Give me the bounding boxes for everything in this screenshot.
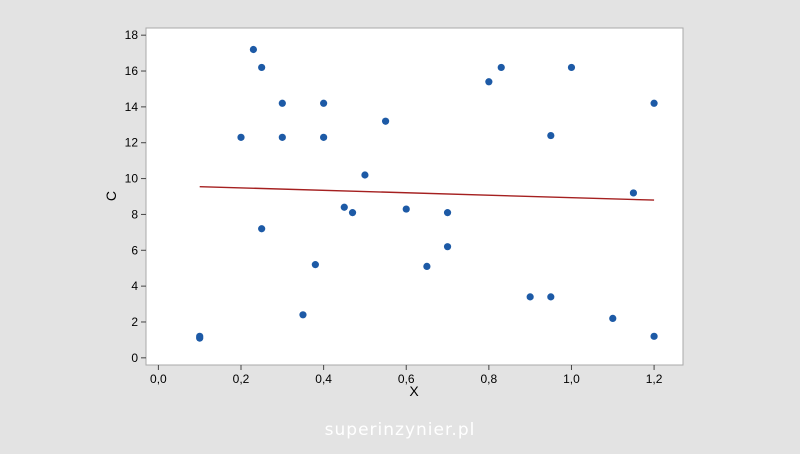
data-point bbox=[278, 133, 286, 141]
data-point bbox=[526, 293, 534, 301]
data-point bbox=[311, 261, 319, 269]
y-tick-label: 2 bbox=[131, 315, 138, 329]
data-point bbox=[650, 332, 658, 340]
y-axis-title: C bbox=[103, 191, 119, 201]
data-point bbox=[278, 99, 286, 107]
y-tick-label: 4 bbox=[131, 279, 138, 293]
data-point bbox=[567, 63, 576, 72]
x-tick-label: 0,0 bbox=[150, 372, 167, 386]
data-point bbox=[547, 131, 555, 140]
x-tick-label: 1,2 bbox=[646, 372, 663, 386]
y-tick-label: 0 bbox=[131, 351, 138, 365]
data-point bbox=[497, 63, 505, 72]
y-tick-label: 12 bbox=[125, 136, 139, 150]
data-point bbox=[443, 209, 452, 217]
data-point bbox=[381, 117, 390, 125]
y-tick-label: 8 bbox=[131, 207, 138, 221]
data-point bbox=[361, 171, 369, 179]
x-tick-label: 0,6 bbox=[398, 372, 415, 386]
data-point bbox=[249, 45, 257, 54]
data-point bbox=[340, 203, 348, 211]
data-point bbox=[609, 314, 617, 322]
data-points bbox=[196, 45, 658, 342]
data-point bbox=[258, 63, 266, 72]
y-tick-label: 6 bbox=[131, 243, 138, 257]
x-tick-label: 0,4 bbox=[315, 372, 332, 386]
data-point bbox=[402, 205, 410, 213]
regression-line-segment bbox=[199, 185, 655, 201]
plot-area bbox=[145, 27, 684, 366]
x-tick-label: 1,0 bbox=[563, 372, 580, 386]
y-tick-label: 10 bbox=[125, 172, 139, 186]
data-point bbox=[196, 332, 204, 340]
data-point bbox=[348, 209, 357, 217]
y-tick-label: 18 bbox=[125, 28, 139, 42]
data-point bbox=[629, 189, 638, 197]
data-point bbox=[650, 99, 658, 107]
y-tick-label: 14 bbox=[125, 100, 139, 114]
x-tick-label: 0,8 bbox=[481, 372, 498, 386]
data-point bbox=[258, 225, 266, 233]
x-tick-label: 0,2 bbox=[233, 372, 250, 386]
y-axis: 0 2 4 6 8 10 12 14 16 18 bbox=[125, 28, 146, 365]
data-point bbox=[423, 262, 431, 271]
data-point bbox=[485, 78, 493, 86]
data-point bbox=[320, 99, 328, 107]
data-point bbox=[320, 133, 328, 141]
x-axis: 0,0 0,2 0,4 0,6 0,8 1,0 1,2 bbox=[150, 365, 663, 386]
watermark: superinzynier.pl bbox=[324, 420, 476, 440]
data-point bbox=[443, 243, 452, 251]
data-point bbox=[237, 133, 245, 141]
x-axis-title: X bbox=[409, 383, 419, 399]
data-point bbox=[547, 293, 555, 301]
data-point bbox=[299, 311, 307, 319]
y-tick-label: 16 bbox=[125, 64, 139, 78]
regression-line bbox=[199, 185, 655, 201]
